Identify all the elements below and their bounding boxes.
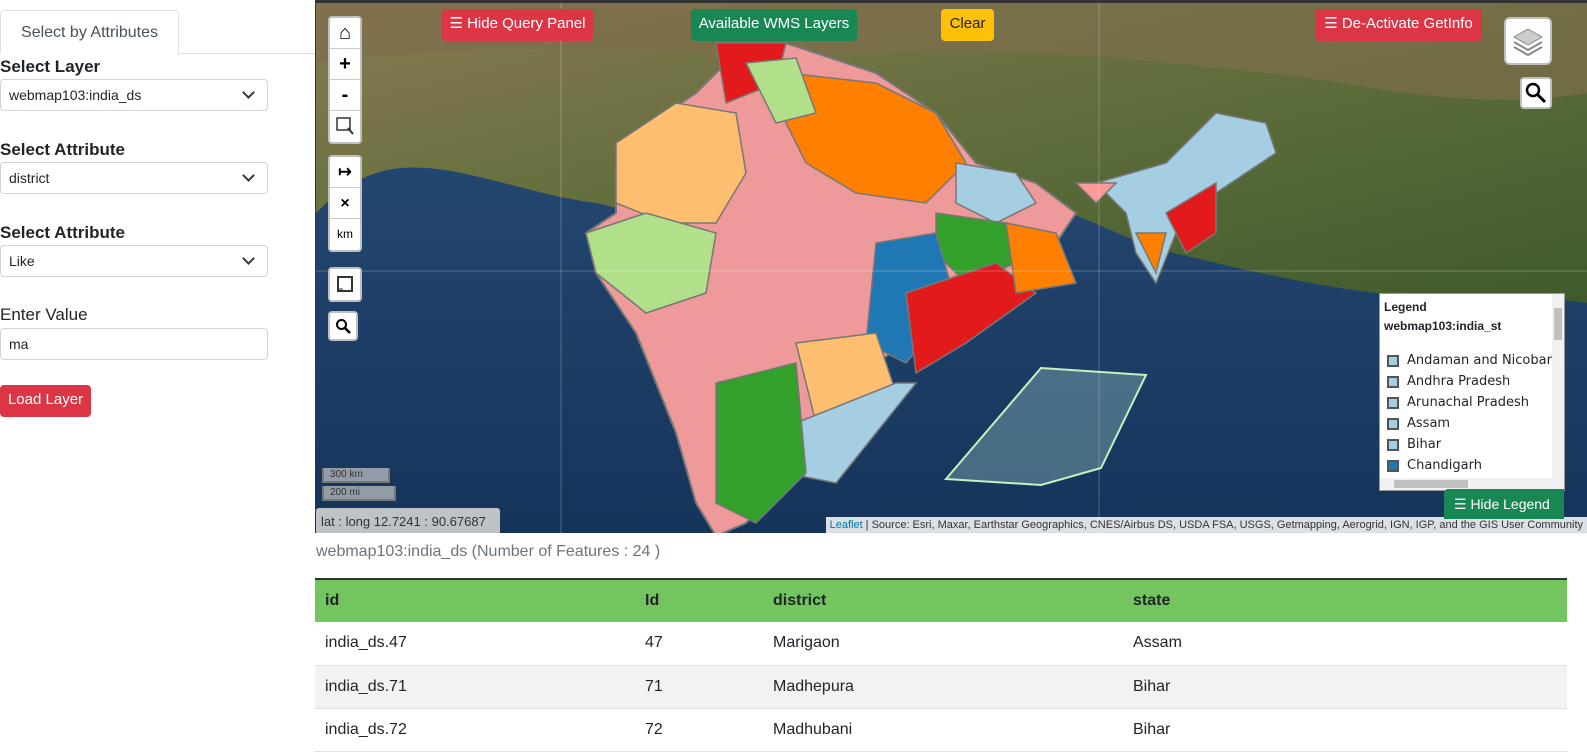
measure-unit[interactable]: km [337, 227, 353, 241]
search-icon [1525, 82, 1547, 104]
select-attribute-label: Select Attribute [0, 140, 126, 159]
results-table: id Id district state india_ds.47 47 Marigaon A… [315, 578, 1567, 752]
legend-swatch [1387, 459, 1399, 472]
legend-layer-name: webmap103:india_st [1384, 319, 1502, 333]
clear-button[interactable]: Clear [941, 9, 994, 41]
measure-control: ↦ × km [328, 155, 362, 252]
map-attribution: Leaflet | Source: Esri, Maxar, Earthstar… [825, 517, 1587, 533]
attribution-text: | Source: Esri, Maxar, Earthstar Geograp… [862, 519, 1583, 531]
zoom-out-button[interactable]: - [330, 80, 360, 111]
available-wms-layers-button[interactable]: Available WMS Layers [691, 9, 857, 41]
zoom-control: ⌂ + - [328, 16, 362, 144]
column-header[interactable]: Id [635, 578, 763, 622]
fullscreen-control [328, 267, 362, 302]
table-cell: india_ds.72 [315, 708, 635, 752]
search-control [328, 311, 358, 341]
tab-select-by-attributes[interactable]: Select by Attributes [0, 10, 179, 54]
layers-control[interactable] [1504, 17, 1552, 65]
home-icon[interactable]: ⌂ [330, 18, 360, 49]
column-header[interactable]: state [1123, 578, 1567, 622]
query-panel: Select by Attributes Select Layer webmap… [0, 0, 315, 746]
legend-item: Assam [1380, 413, 1564, 434]
legend-scrollbar-vertical[interactable] [1552, 294, 1564, 480]
scale-mi: 200 mi [322, 486, 396, 501]
box-zoom-icon[interactable] [330, 111, 360, 142]
layer-select-value: webmap103:india_ds [9, 87, 142, 103]
table-cell: india_ds.47 [315, 622, 635, 666]
latlng-readout: lat : long 12.7241 : 90.67687 [316, 508, 500, 533]
attribute-select[interactable]: district [0, 162, 268, 194]
hide-legend-button[interactable]: ☰ Hide Legend [1444, 489, 1564, 519]
measure-start-icon[interactable]: ↦ [330, 157, 360, 188]
table-cell: Assam [1123, 622, 1567, 666]
legend-item: Andaman and Nicobar [1380, 350, 1564, 371]
legend-item: Andhra Pradesh [1380, 371, 1564, 392]
load-layer-button[interactable]: Load Layer [0, 385, 91, 417]
table-cell: india_ds.71 [315, 665, 635, 709]
layer-select[interactable]: webmap103:india_ds [0, 79, 268, 111]
chevron-down-icon [242, 252, 255, 265]
results-title: webmap103:india_ds (Number of Features :… [316, 543, 661, 560]
table-cell: Marigaon [763, 622, 1123, 666]
legend-item-label: Andaman and Nicobar [1407, 353, 1552, 368]
layers-icon [1512, 28, 1544, 57]
legend-panel[interactable]: Legend webmap103:india_st Andaman and Ni… [1379, 293, 1565, 491]
column-header[interactable]: district [763, 578, 1123, 622]
deactivate-getinfo-button[interactable]: ☰ De-Activate GetInfo [1315, 9, 1482, 41]
legend-scrollbar-horizontal[interactable] [1380, 478, 1564, 490]
select-layer-label: Select Layer [0, 57, 101, 76]
satellite-basemap [316, 3, 1587, 533]
table-cell: Madhepura [763, 665, 1123, 709]
legend-swatch [1387, 417, 1399, 430]
legend-item-label: Arunachal Pradesh [1407, 395, 1529, 410]
geocoder-control[interactable] [1520, 77, 1552, 109]
tab-divider [179, 53, 315, 54]
select-operator-label: Select Attribute [0, 223, 126, 242]
legend-item: Bihar [1380, 434, 1564, 455]
legend-title: Legend [1384, 300, 1427, 314]
table-cell: Bihar [1123, 665, 1567, 709]
chevron-down-icon [242, 86, 255, 99]
table-row[interactable]: india_ds.72 72 Madhubani Bihar [315, 708, 1567, 752]
legend-item: Arunachal Pradesh [1380, 392, 1564, 413]
table-cell: 72 [635, 708, 763, 752]
legend-swatch [1387, 438, 1399, 451]
results-panel: webmap103:india_ds (Number of Features :… [315, 533, 1587, 752]
table-cell: Madhubani [763, 708, 1123, 752]
zoom-in-button[interactable]: + [330, 49, 360, 80]
enter-value-label: Enter Value [0, 305, 88, 324]
fullscreen-icon[interactable] [330, 269, 360, 300]
chevron-down-icon [242, 169, 255, 182]
operator-select-value: Like [9, 253, 35, 269]
table-row[interactable]: india_ds.47 47 Marigaon Assam [315, 622, 1567, 666]
legend-swatch [1387, 354, 1399, 367]
table-cell: Bihar [1123, 708, 1567, 752]
operator-select[interactable]: Like [0, 245, 268, 277]
close-icon[interactable]: × [330, 188, 360, 219]
table-row[interactable]: india_ds.71 71 Madhepura Bihar [315, 665, 1567, 709]
leaflet-link[interactable]: Leaflet [829, 519, 863, 531]
value-input[interactable]: ma [0, 328, 268, 360]
legend-item-label: Chandigarh [1407, 458, 1482, 473]
attribute-select-value: district [9, 170, 50, 186]
legend-item-label: Andhra Pradesh [1407, 374, 1511, 389]
map-view[interactable]: ☰ Hide Query Panel Available WMS Layers … [315, 0, 1587, 533]
search-icon[interactable] [330, 313, 356, 339]
table-cell: 47 [635, 622, 763, 666]
column-header[interactable]: id [315, 578, 635, 622]
legend-item: Chandigarh [1380, 455, 1564, 476]
scale-km: 300 km [322, 468, 390, 483]
legend-swatch [1387, 396, 1399, 409]
legend-swatch [1387, 375, 1399, 388]
table-cell: 71 [635, 665, 763, 709]
legend-item-label: Assam [1407, 416, 1451, 431]
legend-item-label: Bihar [1407, 437, 1442, 452]
hide-query-panel-button[interactable]: ☰ Hide Query Panel [442, 9, 593, 41]
